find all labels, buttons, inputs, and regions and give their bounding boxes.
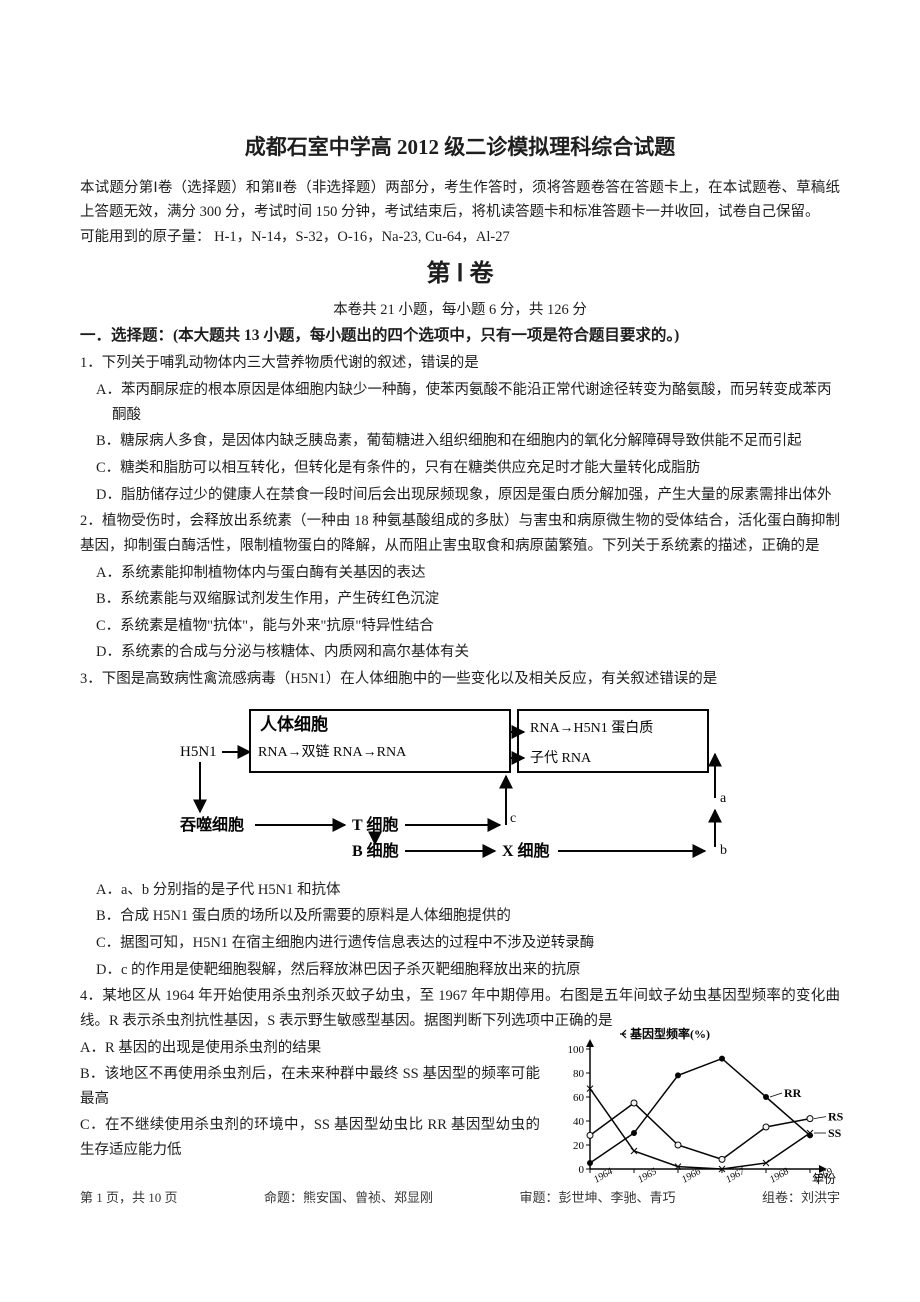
instructions: 本试题分第Ⅰ卷（选择题）和第Ⅱ卷（非选择题）两部分，考生作答时，须将答题卷答在答… <box>80 176 840 225</box>
volume-title: 第 Ⅰ 卷 <box>80 254 840 295</box>
svg-text:RS: RS <box>828 1110 844 1124</box>
node-c: c <box>510 811 516 826</box>
volume-sub: 本卷共 21 小题，每小题 6 分，共 126 分 <box>80 298 840 323</box>
q4-chart: 基因型频率(%)02040608010019641965196619671968… <box>550 1024 850 1194</box>
q1-opt-d: D．脂肪储存过少的健康人在禁食一段时间后会出现尿频现象，原因是蛋白质分解加强，产… <box>80 483 840 508</box>
svg-text:0: 0 <box>579 1164 585 1176</box>
q3-opt-a: A．a、b 分别指的是子代 H5N1 和抗体 <box>80 878 840 903</box>
node-phago: 吞噬细胞 <box>180 815 244 834</box>
svg-text:60: 60 <box>573 1092 585 1104</box>
node-out2: 子代 RNA <box>530 750 592 766</box>
node-xcell: X 细胞 <box>502 841 550 860</box>
node-cell-label: 人体细胞 <box>260 714 328 734</box>
q2-opt-b: B．系统素能与双缩脲试剂发生作用，产生砖红色沉淀 <box>80 587 840 612</box>
svg-text:100: 100 <box>568 1044 585 1056</box>
q4-block: 4．某地区从 1964 年开始使用杀虫剂杀灭蚊子幼虫，至 1967 年中期停用。… <box>80 984 840 1162</box>
footer-page: 第 1 页，共 10 页 <box>80 1187 178 1209</box>
q1-opt-c: C．糖类和脂肪可以相互转化，但转化是有条件的，只有在糖类供应充足时才能大量转化成… <box>80 456 840 481</box>
q1-opt-b: B．糖尿病人多食，是因体内缺乏胰岛素，葡萄糖进入组织细胞和在细胞内的氧化分解障碍… <box>80 429 840 454</box>
q4-opt-c-text: C．在不继续使用杀虫剂的环境中，SS 基因型幼虫比 RR 基因型幼虫的生存适应能… <box>80 1117 540 1158</box>
svg-text:40: 40 <box>573 1116 585 1128</box>
svg-text:基因型频率(%): 基因型频率(%) <box>629 1026 710 1041</box>
page-title: 成都石室中学高 2012 级二诊模拟理科综合试题 <box>80 130 840 166</box>
q3-opt-c: C．据图可知，H5N1 在宿主细胞内进行遗传信息表达的过程中不涉及逆转录酶 <box>80 931 840 956</box>
q4-opt-b-text: B．该地区不再使用杀虫剂后，在未来种群中最终 SS 基因型的频率可能最高 <box>80 1066 540 1107</box>
svg-text:RR: RR <box>784 1086 802 1100</box>
node-b: b <box>720 843 727 858</box>
section-heading: 一．选择题：(本大题共 13 小题，每小题出的四个选项中，只有一项是符合题目要求… <box>80 323 840 349</box>
svg-text:年份: 年份 <box>812 1172 836 1186</box>
svg-text:80: 80 <box>573 1068 585 1080</box>
node-out1: RNA→H5N1 蛋白质 <box>530 720 653 736</box>
q2-stem: 2．植物受伤时，会释放出系统素（一种由 18 种氨基酸组成的多肽）与害虫和病原微… <box>80 509 840 558</box>
exam-page: 成都石室中学高 2012 级二诊模拟理科综合试题 本试题分第Ⅰ卷（选择题）和第Ⅱ… <box>0 0 920 1249</box>
node-a: a <box>720 791 727 806</box>
q4-opt-a-text: A．R 基因的出现是使用杀虫剂的结果 <box>80 1040 321 1056</box>
q2-opt-d: D．系统素的合成与分泌与核糖体、内质网和高尔基体有关 <box>80 640 840 665</box>
q1-stem: 1．下列关于哺乳动物体内三大营养物质代谢的叙述，错误的是 <box>80 351 840 376</box>
node-h5n1: H5N1 <box>180 744 217 760</box>
node-tcell: T 细胞 <box>352 815 398 834</box>
svg-text:20: 20 <box>573 1140 585 1152</box>
node-chain: RNA→双链 RNA→RNA <box>258 744 407 760</box>
q3-opt-b: B．合成 H5N1 蛋白质的场所以及所需要的原料是人体细胞提供的 <box>80 904 840 929</box>
q2-opt-c: C．系统素是植物"抗体"，能与外来"抗原"特异性结合 <box>80 614 840 639</box>
flowchart-svg: 人体细胞 H5N1 RNA→双链 RNA→RNA RNA→H5N1 蛋白质 子代… <box>180 702 740 872</box>
q3-opt-d: D．c 的作用是使靶细胞裂解，然后释放淋巴因子杀灭靶细胞释放出来的抗原 <box>80 958 840 983</box>
atoms-line: 可能用到的原子量： H-1，N-14，S-32，O-16，Na-23, Cu-6… <box>80 225 840 250</box>
q3-diagram: 人体细胞 H5N1 RNA→双链 RNA→RNA RNA→H5N1 蛋白质 子代… <box>80 702 840 872</box>
svg-text:SS: SS <box>828 1126 842 1140</box>
q2-opt-a: A．系统素能抑制植物体内与蛋白酶有关基因的表达 <box>80 561 840 586</box>
line-chart-svg: 基因型频率(%)02040608010019641965196619671968… <box>550 1024 850 1194</box>
q1-opt-a: A．苯丙酮尿症的根本原因是体细胞内缺少一种酶，使苯丙氨酸不能沿正常代谢途径转变为… <box>80 378 840 427</box>
footer-author: 命题：熊安国、曾祯、郑显刚 <box>264 1187 433 1209</box>
q3-stem: 3．下图是高致病性禽流感病毒（H5N1）在人体细胞中的一些变化以及相关反应，有关… <box>80 667 840 692</box>
